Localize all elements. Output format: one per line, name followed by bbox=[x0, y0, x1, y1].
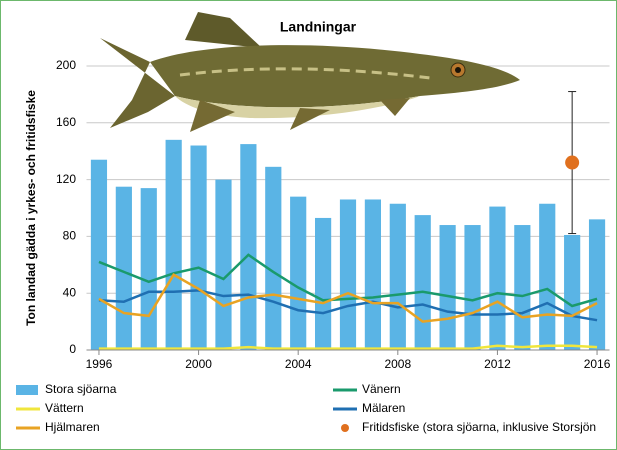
line bbox=[98, 273, 598, 323]
bar bbox=[364, 199, 381, 350]
bar bbox=[240, 144, 257, 350]
bar bbox=[564, 234, 581, 350]
legend-swatch bbox=[341, 424, 349, 432]
legend-swatch bbox=[16, 385, 38, 395]
x-tick-label: 2004 bbox=[285, 357, 312, 371]
bar bbox=[315, 217, 332, 350]
legend-label: Vänern bbox=[362, 382, 401, 396]
bar bbox=[165, 139, 182, 350]
point bbox=[565, 155, 580, 170]
legend-label: Mälaren bbox=[362, 401, 405, 415]
bar bbox=[539, 203, 556, 350]
y-tick-label: 0 bbox=[69, 342, 76, 356]
bar bbox=[389, 203, 406, 350]
bar bbox=[489, 206, 506, 350]
legend-label: Stora sjöarna bbox=[45, 382, 117, 396]
legend-label: Vättern bbox=[45, 401, 84, 415]
bar bbox=[290, 196, 307, 350]
x-tick-label: 2008 bbox=[384, 357, 411, 371]
legend-label: Fritidsfiske (stora sjöarna, inklusive S… bbox=[362, 420, 596, 434]
bar bbox=[115, 186, 132, 350]
line bbox=[98, 253, 598, 308]
bar bbox=[339, 199, 357, 350]
y-axis-label: Ton landad gädda i yrkes- och fritidsfis… bbox=[24, 90, 38, 326]
bar bbox=[588, 219, 606, 350]
bar bbox=[265, 166, 282, 350]
y-tick-label: 80 bbox=[63, 229, 77, 243]
plot-area: 0 40 80 120 160 200 1996 2000 2004 2008 2012 2016 bbox=[56, 58, 611, 371]
y-tick-label: 200 bbox=[56, 58, 76, 72]
chart-title: Landningar bbox=[280, 19, 357, 35]
y-tick-label: 120 bbox=[56, 172, 76, 186]
x-tick-label: 1996 bbox=[86, 357, 113, 371]
legend-label: Hjälmaren bbox=[45, 420, 100, 434]
bar bbox=[514, 225, 531, 350]
bar bbox=[140, 188, 157, 350]
fish-illustration bbox=[100, 12, 520, 132]
bar bbox=[190, 145, 207, 350]
y-tick-label: 40 bbox=[63, 285, 77, 299]
x-tick-label: 2000 bbox=[185, 357, 212, 371]
x-tick-label: 2016 bbox=[584, 357, 611, 371]
bar bbox=[414, 215, 431, 350]
bar bbox=[464, 225, 481, 350]
y-tick-label: 160 bbox=[56, 115, 76, 129]
bar bbox=[439, 225, 456, 350]
line bbox=[98, 344, 598, 350]
bar bbox=[90, 159, 108, 350]
x-tick-label: 2012 bbox=[484, 357, 511, 371]
bar bbox=[215, 179, 232, 350]
